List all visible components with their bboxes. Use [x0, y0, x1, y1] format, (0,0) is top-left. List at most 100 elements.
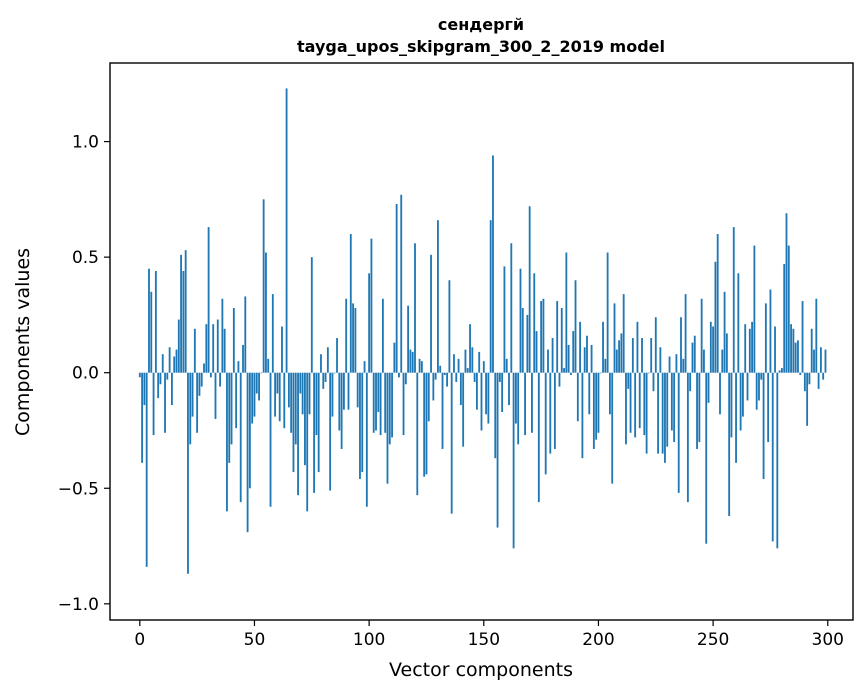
bar	[682, 358, 685, 373]
bar	[817, 372, 820, 389]
bar	[354, 307, 357, 373]
bar	[154, 271, 157, 373]
bar	[560, 307, 563, 373]
bar	[434, 372, 437, 380]
bar	[787, 245, 790, 373]
bar	[212, 324, 215, 373]
bar	[443, 372, 446, 376]
bar	[751, 321, 754, 373]
bar	[744, 324, 747, 373]
bar	[622, 294, 625, 373]
bar	[808, 372, 811, 385]
bar	[767, 372, 770, 443]
bar	[455, 372, 458, 382]
bar	[556, 301, 559, 373]
bar	[519, 268, 522, 373]
bar	[684, 294, 687, 373]
bar	[221, 298, 224, 373]
bar	[372, 372, 375, 433]
bar	[281, 326, 283, 373]
bar	[476, 372, 478, 410]
bar	[618, 340, 621, 373]
bar	[230, 372, 233, 445]
bar	[308, 372, 311, 415]
bar	[813, 349, 815, 373]
bar	[287, 372, 290, 408]
bar	[689, 372, 692, 392]
bar	[347, 372, 350, 410]
bar	[402, 372, 405, 436]
bar	[551, 338, 554, 373]
bar	[141, 372, 144, 463]
bar	[478, 351, 481, 373]
bar	[526, 314, 529, 373]
bar	[661, 372, 664, 454]
chart-title-line-2: tayga_upos_skipgram_300_2_2019 model	[297, 37, 665, 56]
bar	[693, 335, 696, 373]
bar	[592, 372, 595, 449]
bar	[728, 372, 731, 516]
bar	[315, 372, 318, 436]
bar	[822, 372, 825, 380]
bar	[583, 347, 586, 373]
bar	[709, 321, 712, 373]
bar	[602, 321, 604, 373]
bar	[150, 291, 153, 373]
bar	[604, 358, 607, 373]
bar	[609, 372, 611, 415]
x-tick-label: 300	[812, 630, 844, 650]
bar	[494, 372, 497, 459]
bar	[510, 243, 513, 373]
bar	[411, 351, 414, 373]
bar	[716, 234, 719, 373]
bar	[537, 372, 540, 503]
bar	[606, 252, 609, 373]
bar	[138, 372, 141, 378]
bar	[317, 372, 320, 473]
bar	[381, 298, 384, 373]
bar	[719, 372, 721, 415]
bar	[441, 372, 444, 449]
y-tick-label: 1.0	[72, 133, 99, 153]
bar	[352, 303, 354, 373]
bar	[310, 257, 313, 373]
bar	[292, 372, 295, 473]
bar	[803, 372, 806, 392]
bar	[370, 238, 373, 373]
bar	[420, 361, 423, 373]
bar	[652, 372, 655, 392]
bar	[567, 344, 570, 373]
bar	[707, 372, 710, 403]
bar	[182, 271, 185, 373]
bar	[391, 372, 393, 438]
bar	[496, 372, 499, 528]
bar	[732, 227, 735, 373]
bar	[579, 321, 582, 373]
bar	[553, 372, 556, 449]
bar	[326, 347, 329, 373]
bar	[721, 349, 724, 373]
bar	[492, 155, 494, 373]
bar	[145, 372, 148, 567]
bar	[342, 372, 345, 410]
bar	[620, 333, 623, 373]
bar	[705, 372, 708, 544]
bar	[631, 338, 634, 373]
bar	[778, 370, 781, 373]
bar	[730, 372, 733, 438]
bar	[152, 372, 155, 436]
bar	[801, 301, 804, 373]
bar	[200, 372, 203, 387]
bar	[462, 372, 465, 447]
bar	[776, 372, 779, 549]
bar	[171, 372, 173, 406]
bar	[595, 372, 598, 440]
bar	[758, 372, 760, 401]
bar	[464, 349, 467, 373]
bar	[680, 317, 682, 373]
bar	[457, 358, 460, 373]
y-tick-label: 0.5	[72, 248, 99, 268]
bar	[237, 361, 240, 373]
bar	[164, 372, 166, 433]
